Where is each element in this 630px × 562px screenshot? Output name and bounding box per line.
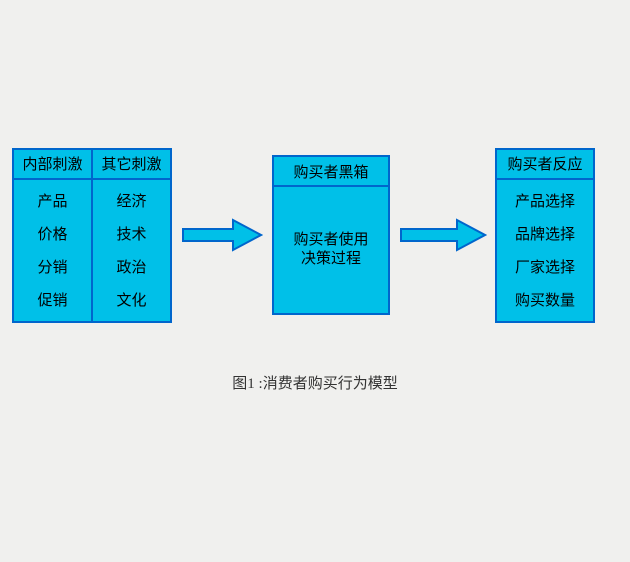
response-header: 购买者反应 — [497, 150, 593, 180]
list-item: 购买数量 — [515, 289, 575, 310]
arrow-2 — [390, 218, 495, 252]
consumer-behavior-flowchart: 内部刺激 其它刺激 产品 价格 分销 促销 经济 技术 政治 文化 购买者黑箱 — [12, 130, 618, 340]
blackbox-line1: 购买者使用 — [293, 231, 368, 251]
list-item: 技术 — [116, 223, 146, 244]
list-item: 政治 — [116, 256, 146, 277]
buyer-response-box: 购买者反应 产品选择 品牌选择 厂家选择 购买数量 — [495, 148, 595, 323]
arrow-1 — [172, 218, 272, 252]
list-item: 品牌选择 — [515, 223, 575, 244]
list-item: 厂家选择 — [515, 256, 575, 277]
response-body: 产品选择 品牌选择 厂家选择 购买数量 — [497, 180, 593, 321]
blackbox-line2: 决策过程 — [293, 250, 368, 270]
list-item: 价格 — [37, 223, 67, 244]
arrow-right-icon — [181, 218, 263, 252]
internal-stimulus-column: 产品 价格 分销 促销 — [14, 180, 93, 321]
list-item: 产品 — [37, 190, 67, 211]
buyer-blackbox: 购买者黑箱 购买者使用 决策过程 — [272, 155, 390, 315]
blackbox-header: 购买者黑箱 — [274, 157, 388, 187]
list-item: 文化 — [116, 289, 146, 310]
list-item: 经济 — [116, 190, 146, 211]
list-item: 分销 — [37, 256, 67, 277]
stimulus-headers: 内部刺激 其它刺激 — [14, 150, 170, 180]
other-stimulus-header: 其它刺激 — [93, 150, 170, 178]
stimulus-body: 产品 价格 分销 促销 经济 技术 政治 文化 — [14, 180, 170, 321]
list-item: 促销 — [37, 289, 67, 310]
stimulus-box: 内部刺激 其它刺激 产品 价格 分销 促销 经济 技术 政治 文化 — [12, 148, 172, 323]
other-stimulus-column: 经济 技术 政治 文化 — [93, 180, 170, 321]
arrow-right-icon — [399, 218, 487, 252]
internal-stimulus-header: 内部刺激 — [14, 150, 93, 178]
figure-caption: 图1 :消费者购买行为模型 — [0, 372, 630, 393]
blackbox-body: 购买者使用 决策过程 — [274, 187, 388, 313]
list-item: 产品选择 — [515, 190, 575, 211]
